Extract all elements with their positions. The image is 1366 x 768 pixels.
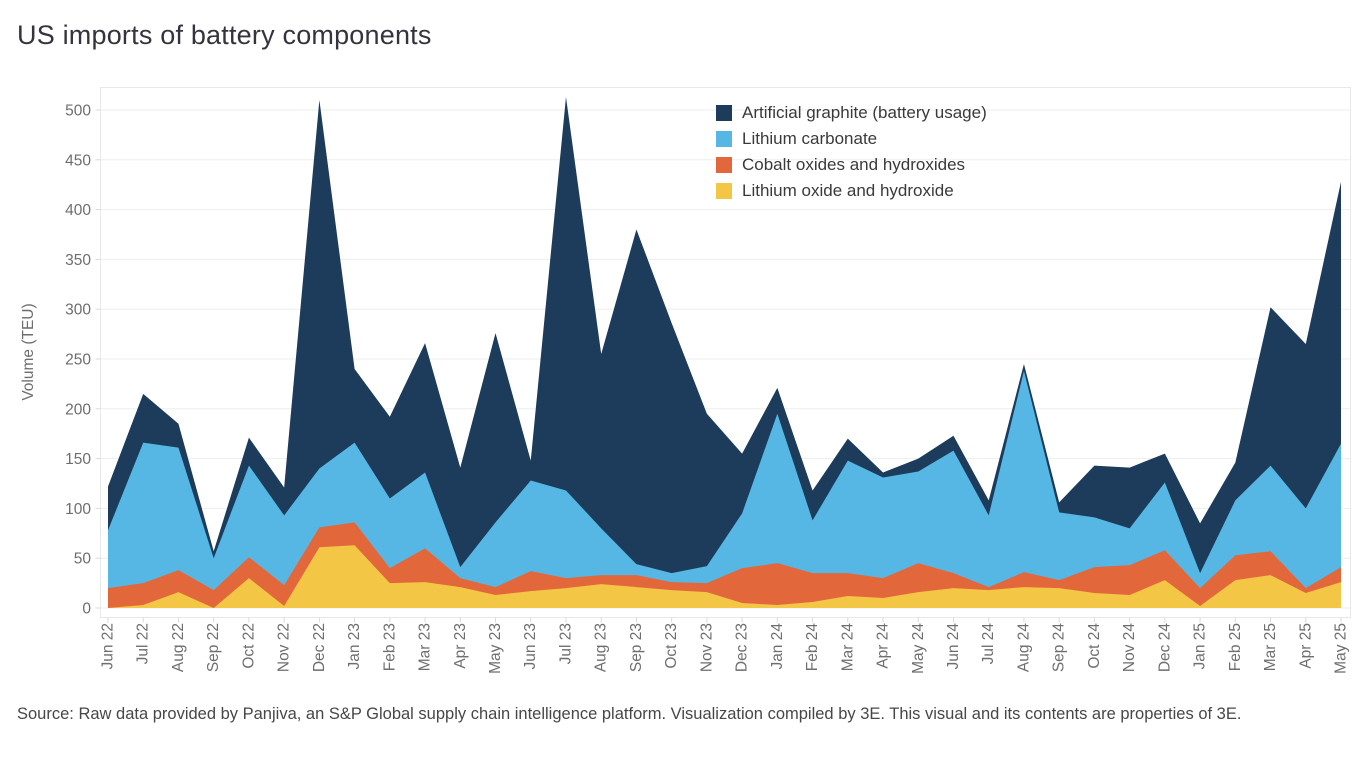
- x-tick-label: Nov 22: [276, 623, 293, 672]
- source-note: Source: Raw data provided by Panjiva, an…: [17, 705, 1242, 723]
- x-tick-label: Aug 24: [1015, 623, 1032, 673]
- x-tick-label: Mar 24: [839, 623, 856, 672]
- y-axis-label: Volume (TEU): [20, 303, 37, 400]
- x-tick-label: Jan 24: [769, 623, 786, 670]
- x-tick-label: Jun 23: [522, 623, 539, 670]
- legend-swatch-icon: [716, 157, 732, 173]
- legend-swatch-icon: [716, 131, 732, 147]
- x-tick-label: Sep 24: [1051, 623, 1068, 673]
- legend-swatch-icon: [716, 183, 732, 199]
- x-tick-label: Jul 22: [135, 623, 152, 664]
- y-tick-label: 500: [65, 103, 91, 120]
- x-tick-label: Aug 23: [593, 623, 610, 672]
- legend-item-label: Lithium oxide and hydroxide: [742, 181, 954, 200]
- y-tick-label: 400: [65, 202, 91, 219]
- y-tick-label: 300: [65, 302, 91, 319]
- page-title: US imports of battery components: [17, 20, 432, 50]
- legend-swatch-icon: [716, 105, 732, 121]
- x-tick-label: May 25: [1333, 623, 1350, 674]
- axis-ticks: [95, 109, 1342, 623]
- x-tick-label: May 24: [910, 623, 927, 674]
- x-tick-label: Jun 22: [100, 623, 117, 670]
- x-tick-label: Aug 22: [170, 623, 187, 672]
- y-tick-label: 50: [74, 551, 92, 568]
- legend-item-label: Artificial graphite (battery usage): [742, 103, 987, 122]
- x-tick-label: Jul 23: [557, 623, 574, 664]
- x-tick-label: Feb 23: [381, 623, 398, 671]
- x-tick-label: Feb 25: [1227, 623, 1244, 671]
- x-tick-label: Dec 23: [734, 623, 751, 672]
- y-tick-label: 150: [65, 451, 91, 468]
- area-series: [108, 97, 1341, 608]
- legend-item-label: Lithium carbonate: [742, 129, 878, 148]
- x-tick-label: Oct 22: [240, 623, 257, 669]
- x-tick-label: Mar 23: [417, 623, 434, 671]
- x-tick-label: Nov 24: [1121, 623, 1138, 672]
- x-tick-label: Apr 24: [875, 623, 892, 669]
- x-tick-label: Dec 24: [1156, 623, 1173, 672]
- x-tick-label: Dec 22: [311, 623, 328, 672]
- legend-item: Artificial graphite (battery usage): [716, 103, 987, 123]
- legend-item: Lithium carbonate: [716, 129, 987, 149]
- x-tick-label: Sep 23: [628, 623, 645, 672]
- legend-item: Cobalt oxides and hydroxides: [716, 155, 987, 175]
- x-tick-label: Sep 22: [205, 623, 222, 672]
- y-tick-label: 0: [82, 601, 91, 618]
- y-tick-label: 100: [65, 501, 91, 518]
- x-tick-label: Apr 25: [1297, 623, 1314, 669]
- x-tick-label: Jul 24: [980, 623, 997, 665]
- x-tick-label: Oct 23: [663, 623, 680, 669]
- area-lithium-oxide-and-hydroxide: [108, 545, 1341, 608]
- chart-legend: Artificial graphite (battery usage) Lithi…: [716, 103, 987, 201]
- y-axis-tick-labels: 0 50 100 150 200 250 300 350 400 450 500: [65, 103, 91, 618]
- x-tick-label: Feb 24: [804, 623, 821, 672]
- x-tick-label: Nov 23: [698, 623, 715, 672]
- x-axis-tick-labels: Jun 22 Jul 22 Aug 22 Sep 22 Oct 22 Nov 22 Dec …: [100, 623, 1350, 674]
- x-tick-label: Apr 23: [452, 623, 469, 669]
- y-tick-label: 250: [65, 352, 91, 369]
- y-tick-label: 350: [65, 252, 91, 269]
- x-tick-label: May 23: [487, 623, 504, 674]
- x-tick-label: Jan 25: [1192, 623, 1209, 670]
- x-tick-label: Oct 24: [1086, 623, 1103, 669]
- y-tick-label: 200: [65, 401, 91, 418]
- plot-frame: [100, 87, 1351, 618]
- x-tick-label: Jun 24: [945, 623, 962, 670]
- x-tick-label: Mar 25: [1262, 623, 1279, 671]
- legend-item: Lithium oxide and hydroxide: [716, 181, 987, 201]
- area-lithium-carbonate: [108, 370, 1341, 608]
- x-tick-label: Jan 23: [346, 623, 363, 670]
- legend-item-label: Cobalt oxides and hydroxides: [742, 155, 966, 174]
- y-tick-label: 450: [65, 152, 91, 169]
